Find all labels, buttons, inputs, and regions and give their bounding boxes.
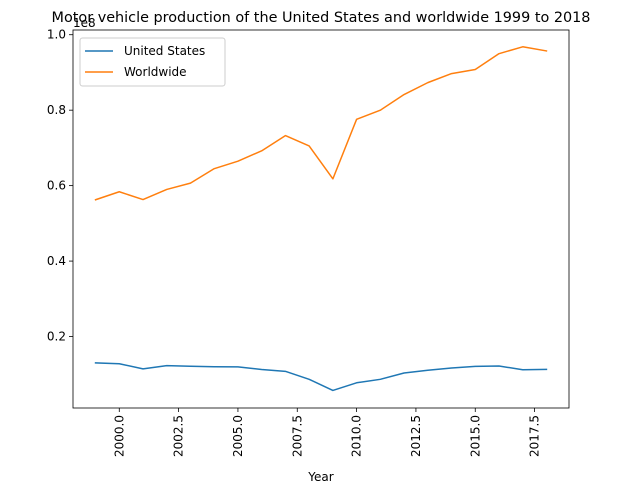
x-tick-label: 2005.0 xyxy=(231,415,245,457)
x-tick-label: 2000.0 xyxy=(112,415,126,457)
y-tick-label: 0.8 xyxy=(47,103,66,117)
plot-frame xyxy=(72,29,570,409)
legend-label-worldwide: Worldwide xyxy=(124,65,187,79)
y-tick-label: 0.2 xyxy=(47,330,66,344)
x-tick-label: 2012.5 xyxy=(409,415,423,457)
x-tick-label: 2002.5 xyxy=(172,415,186,457)
x-tick-label: 2010.0 xyxy=(350,415,364,457)
x-tick-label: 2017.5 xyxy=(528,415,542,457)
legend: United States Worldwide xyxy=(79,37,226,87)
y-tick-label: 1.0 xyxy=(47,28,66,42)
legend-box xyxy=(79,37,226,87)
series-line-worldwide xyxy=(94,46,548,201)
series-line-united-states xyxy=(94,362,548,392)
y-tick-label: 0.6 xyxy=(47,179,66,193)
y-offset-label: 1e8 xyxy=(73,16,96,30)
chart-title: Motor vehicle production of the United S… xyxy=(52,10,591,26)
legend-label-united-states: United States xyxy=(124,44,205,58)
x-tick-label: 2015.0 xyxy=(468,415,482,457)
x-tick-label: 2007.5 xyxy=(290,415,304,457)
x-axis-ticks: 2000.0 2002.5 2005.0 2007.5 2010.0 2012.5 2015… xyxy=(112,408,542,457)
series-layer xyxy=(94,46,548,392)
y-tick-label: 0.4 xyxy=(47,254,66,268)
x-axis-label: Year xyxy=(307,470,333,484)
y-axis-ticks: 0.2 0.4 0.6 0.8 1.0 xyxy=(47,28,73,344)
